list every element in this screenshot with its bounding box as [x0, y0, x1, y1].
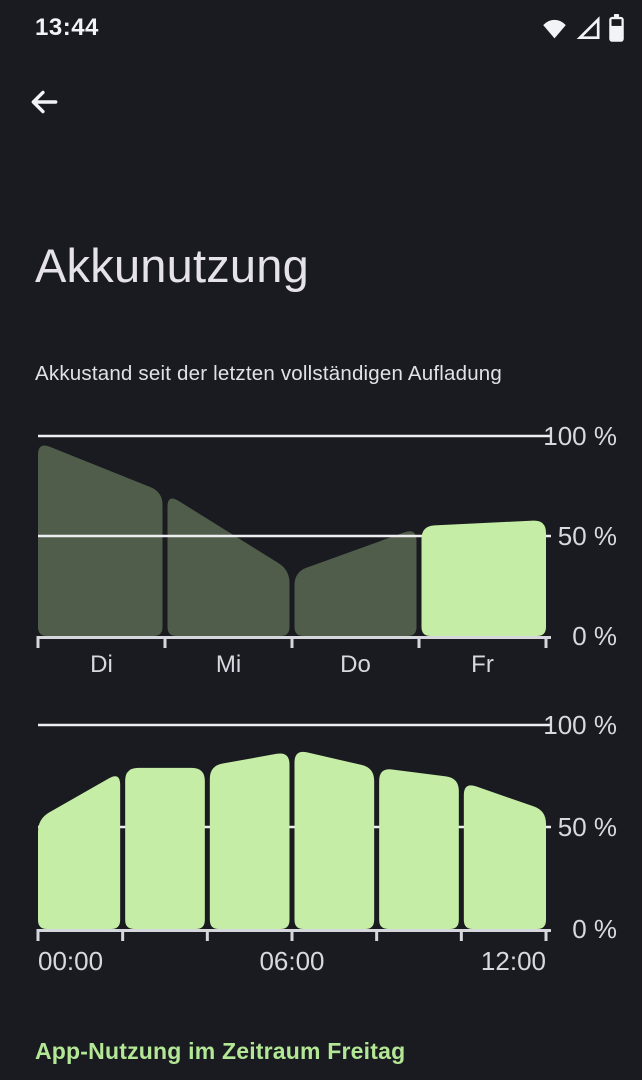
x-axis-label-Mi: Mi	[216, 651, 241, 678]
battery-today-chart: 100 % 50 % 0 % 00:00 06:00 12:00	[36, 710, 617, 976]
app-usage-section-heading: App-Nutzung im Zeitraum Freitag	[35, 1038, 406, 1064]
battery-history-chart: 100 % 50 % 0 % Di Mi Do Fr	[36, 421, 617, 678]
status-bar-icons	[541, 14, 624, 42]
battery-icon	[609, 14, 624, 42]
y-axis-label-50: 50 %	[558, 812, 617, 842]
page-title: Akkunutzung	[35, 239, 309, 292]
y-axis-label-0: 0 %	[572, 621, 617, 651]
battery-segment-1[interactable]	[125, 767, 205, 929]
battery-segment-do[interactable]	[294, 531, 417, 636]
wifi-icon	[543, 19, 566, 39]
x-axis-label-Fr: Fr	[471, 651, 494, 678]
battery-segment-2[interactable]	[209, 753, 290, 929]
x-axis-label-0000: 00:00	[38, 946, 103, 976]
cellular-signal-icon	[576, 16, 600, 40]
y-axis-label-50: 50 %	[558, 521, 617, 551]
x-axis-label-0600: 06:00	[259, 946, 324, 976]
x-axis-label-1200: 12:00	[481, 946, 546, 976]
back-button[interactable]	[22, 80, 66, 124]
status-bar: 13:44	[0, 0, 642, 56]
y-axis-label-100: 100 %	[543, 710, 617, 740]
battery-segment-mi[interactable]	[167, 498, 290, 636]
chart-subtitle: Akkustand seit der letzten vollständigen…	[35, 362, 502, 385]
y-axis-label-0: 0 %	[572, 914, 617, 944]
battery-segment-3[interactable]	[294, 751, 375, 929]
battery-segment-di[interactable]	[38, 445, 163, 636]
status-bar-clock: 13:44	[35, 14, 99, 41]
battery-segment-0[interactable]	[38, 776, 121, 929]
battery-segment-5[interactable]	[463, 785, 546, 929]
x-axis-label-Do: Do	[340, 651, 371, 678]
y-axis-label-100: 100 %	[543, 421, 617, 451]
battery-segment-fr[interactable]	[421, 520, 547, 636]
back-arrow-icon	[31, 90, 58, 114]
x-axis-label-Di: Di	[90, 651, 113, 678]
battery-segment-4[interactable]	[379, 769, 459, 929]
